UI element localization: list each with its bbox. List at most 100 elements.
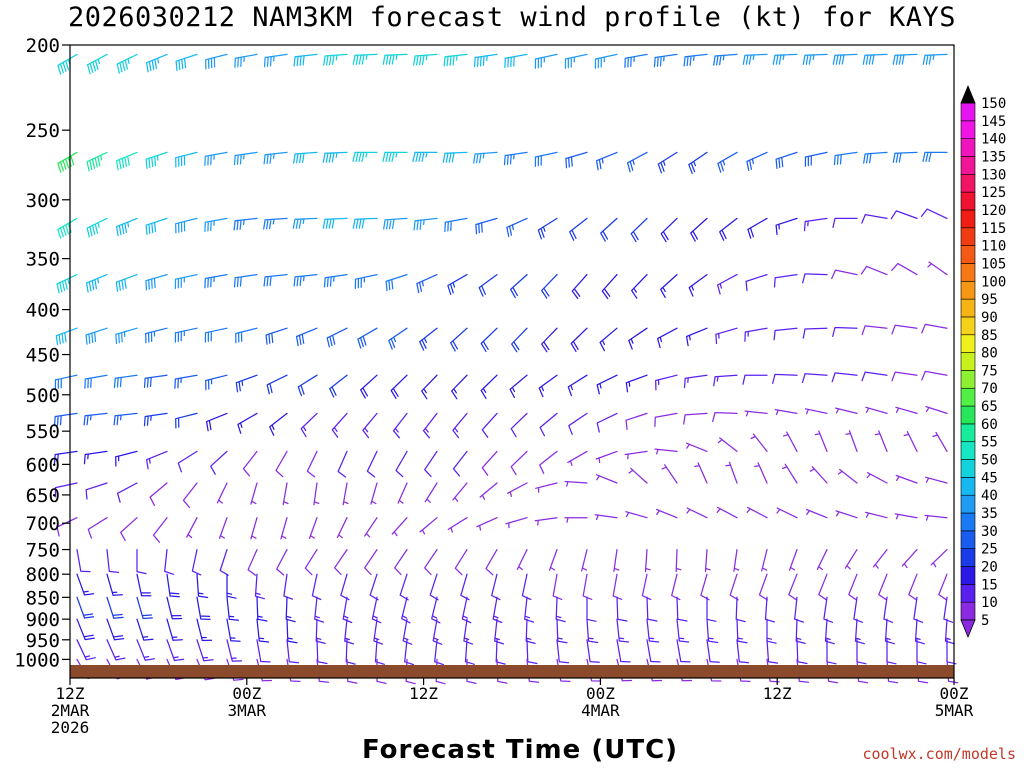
wind-barb — [891, 371, 918, 382]
wind-barb — [295, 327, 318, 347]
wind-barb — [116, 53, 138, 74]
wind-barb — [383, 217, 408, 230]
y-tick-label: 550 — [26, 421, 60, 443]
wind-barb — [175, 412, 198, 429]
wind-barb — [276, 548, 288, 576]
wind-barb — [654, 448, 678, 455]
wind-barb — [586, 596, 597, 622]
wind-barb — [922, 151, 948, 163]
wind-barb — [510, 450, 528, 476]
wind-barb — [235, 327, 258, 344]
wind-barb — [747, 217, 768, 239]
wind-barb — [323, 273, 348, 288]
wind-barb — [676, 596, 688, 622]
wind-barb — [413, 53, 438, 66]
wind-barb — [366, 450, 378, 478]
wind-barb — [772, 53, 798, 65]
colorbar-label: 75 — [981, 363, 998, 379]
wind-barb — [106, 596, 124, 619]
colorbar-segment — [960, 584, 976, 603]
wind-barb — [913, 596, 924, 623]
wind-barb — [166, 618, 183, 641]
wind-barb — [646, 639, 661, 663]
colorbar-label: 135 — [981, 149, 1006, 165]
wind-barb — [832, 53, 858, 65]
x-tick-label: 3MAR — [228, 701, 267, 720]
wind-barb — [581, 548, 588, 572]
colorbar-label: 145 — [981, 114, 1006, 130]
colorbar-label: 115 — [981, 221, 1006, 237]
wind-barb — [671, 573, 681, 601]
wind-barb — [510, 273, 528, 299]
wind-barb — [831, 269, 858, 280]
wind-barb — [826, 639, 837, 665]
wind-barb — [925, 405, 948, 415]
y-tick-label: 200 — [26, 35, 60, 57]
wind-barb — [145, 273, 168, 291]
wind-barb — [250, 482, 258, 505]
colorbar-segment — [960, 245, 976, 264]
wind-barb — [373, 618, 384, 645]
wind-barb — [837, 468, 858, 484]
wind-barb — [713, 374, 738, 387]
wind-barb — [804, 408, 828, 415]
wind-barb — [831, 372, 858, 383]
wind-barb — [524, 596, 535, 623]
wind-barb — [844, 548, 858, 570]
wind-barb — [601, 273, 618, 300]
wind-barb — [485, 548, 498, 576]
wind-barb — [803, 217, 828, 232]
colorbar-segment — [960, 387, 976, 407]
wind-barb — [534, 53, 558, 69]
wind-barb — [766, 639, 779, 664]
y-tick-label: 850 — [26, 587, 60, 609]
wind-barb — [304, 548, 318, 576]
colorbar-segment — [960, 102, 976, 122]
wind-barb — [480, 327, 498, 353]
wind-barb — [895, 474, 918, 484]
y-tick-label: 350 — [26, 249, 60, 271]
wind-barb — [746, 151, 768, 172]
wind-barb — [115, 450, 138, 467]
colorbar-label: 80 — [981, 346, 998, 362]
wind-barb — [568, 412, 588, 435]
wind-barb — [116, 482, 138, 503]
wind-barb — [120, 517, 138, 542]
wind-barb — [196, 596, 211, 621]
colorbar-label: 55 — [981, 435, 998, 451]
wind-barb — [775, 151, 798, 170]
wind-barb — [329, 374, 348, 398]
wind-barb — [661, 464, 678, 484]
wind-barb — [582, 573, 593, 601]
wind-barb — [136, 639, 155, 661]
wind-barb — [595, 450, 618, 464]
wind-barb — [903, 431, 918, 453]
wind-barb — [136, 548, 147, 575]
wind-barb — [412, 151, 438, 163]
wind-barb — [145, 217, 168, 236]
wind-barb — [175, 217, 198, 234]
x-tick-label: 5MAR — [935, 701, 974, 720]
wind-barb — [233, 273, 258, 288]
wind-barb — [434, 639, 445, 666]
wind-barb — [447, 273, 468, 296]
wind-barb — [925, 476, 948, 484]
wind-barb — [595, 474, 618, 484]
colorbar-label: 15 — [981, 577, 998, 593]
wind-barb — [586, 618, 599, 644]
wind-barb — [861, 213, 888, 224]
plot-frame — [69, 44, 955, 679]
wind-barb — [250, 517, 258, 540]
wind-barb — [505, 517, 528, 529]
x-tick-label: 2MAR — [51, 701, 90, 720]
wind-barb — [76, 548, 91, 573]
colorbar-label: 70 — [981, 381, 998, 397]
wind-barb — [746, 506, 768, 519]
wind-barb — [226, 618, 241, 642]
wind-barb — [845, 430, 858, 453]
wind-barb — [174, 327, 198, 343]
wind-barb — [424, 450, 438, 478]
wind-barb — [537, 217, 558, 240]
colorbar-label: 20 — [981, 560, 998, 576]
wind-barb — [76, 573, 95, 596]
